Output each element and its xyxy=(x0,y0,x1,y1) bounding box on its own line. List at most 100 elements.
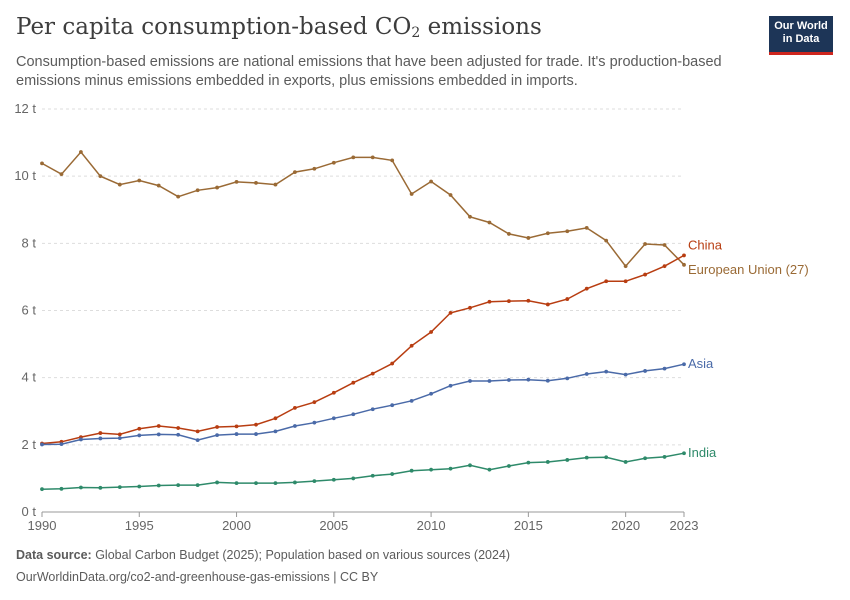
data-point-asia xyxy=(526,377,531,382)
data-point-india xyxy=(545,460,550,464)
data-point-asia xyxy=(273,429,278,434)
data-point-india xyxy=(117,485,122,490)
data-point-india xyxy=(448,466,453,471)
data-point-european-union-27 xyxy=(390,158,395,163)
data-point-asia xyxy=(98,436,103,441)
data-point-india xyxy=(526,460,531,465)
data-point-asia xyxy=(137,433,142,438)
data-point-european-union-27 xyxy=(195,188,200,193)
data-point-india xyxy=(507,464,511,468)
data-point-european-union-27 xyxy=(98,174,103,179)
data-point-india xyxy=(215,480,219,485)
data-point-asia xyxy=(584,372,589,376)
data-point-european-union-27 xyxy=(448,193,453,197)
x-tick-label: 2005 xyxy=(319,518,348,533)
data-point-asia xyxy=(429,391,433,396)
data-point-china xyxy=(526,298,531,303)
data-point-asia xyxy=(254,432,258,436)
data-point-european-union-27 xyxy=(565,229,570,234)
data-point-india xyxy=(604,455,609,460)
source-url[interactable]: OurWorldinData.org/co2-and-greenhouse-ga… xyxy=(16,570,379,584)
data-point-european-union-27 xyxy=(59,172,64,177)
data-point-india xyxy=(176,483,181,488)
data-point-asia xyxy=(448,383,453,388)
title-text: Per capita consumption-based CO xyxy=(16,14,412,40)
owid-logo[interactable]: Our World in Data xyxy=(769,16,833,55)
data-point-china xyxy=(643,272,647,277)
data-point-european-union-27 xyxy=(254,180,258,185)
x-tick-label: 2000 xyxy=(222,518,251,533)
data-point-china xyxy=(623,279,628,284)
data-point-european-union-27 xyxy=(40,161,44,166)
data-point-india xyxy=(234,481,239,486)
data-point-china xyxy=(331,390,336,395)
data-point-european-union-27 xyxy=(526,236,531,240)
chart-title: Per capita consumption-based CO2 emissio… xyxy=(16,14,542,41)
data-point-india xyxy=(409,468,414,473)
data-point-china xyxy=(584,286,589,291)
data-point-china xyxy=(312,400,317,405)
data-point-india xyxy=(331,477,336,482)
data-point-china xyxy=(98,431,103,435)
data-point-asia xyxy=(565,376,570,381)
series-label-european-union-27: European Union (27) xyxy=(688,262,809,277)
data-point-asia xyxy=(468,379,472,383)
data-point-european-union-27 xyxy=(156,183,161,188)
data-point-european-union-27 xyxy=(331,160,336,165)
data-point-asia xyxy=(487,379,492,383)
data-point-india xyxy=(623,460,628,464)
data-point-india xyxy=(273,481,278,486)
data-point-china xyxy=(137,426,142,431)
data-point-european-union-27 xyxy=(312,166,317,171)
data-point-india xyxy=(156,483,161,488)
data-point-european-union-27 xyxy=(293,170,297,175)
data-point-asia xyxy=(59,442,64,447)
data-point-european-union-27 xyxy=(682,262,686,267)
data-point-european-union-27 xyxy=(662,243,667,247)
source-label: Data source: xyxy=(16,548,92,562)
data-point-china xyxy=(273,416,278,421)
data-point-asia xyxy=(234,432,239,436)
data-point-india xyxy=(195,483,200,488)
data-point-china xyxy=(351,380,356,385)
data-point-china xyxy=(117,432,122,437)
series-label-china: China xyxy=(688,237,723,252)
title-suffix: emissions xyxy=(420,14,542,40)
data-point-european-union-27 xyxy=(234,179,239,184)
series-label-india: India xyxy=(688,445,717,460)
data-point-india xyxy=(137,484,142,489)
series-line-european-union-27 xyxy=(41,150,685,268)
y-tick-label: 10 t xyxy=(14,168,36,183)
data-point-india xyxy=(682,451,686,456)
data-point-european-union-27 xyxy=(215,185,219,190)
logo-line-1: Our World xyxy=(774,20,828,32)
data-point-china xyxy=(448,310,453,315)
data-point-india xyxy=(487,467,492,472)
data-point-european-union-27 xyxy=(604,238,609,243)
data-point-china xyxy=(293,405,297,410)
data-point-india xyxy=(293,480,297,485)
data-point-india xyxy=(584,455,589,460)
data-point-european-union-27 xyxy=(273,182,278,187)
y-tick-label: 4 t xyxy=(22,370,37,385)
data-point-india xyxy=(429,467,433,472)
data-point-asia xyxy=(623,372,628,377)
data-point-asia xyxy=(507,378,511,382)
x-tick-label: 1990 xyxy=(28,518,57,533)
data-point-china xyxy=(156,424,161,428)
data-point-china xyxy=(234,424,239,429)
data-point-european-union-27 xyxy=(545,231,550,236)
data-point-european-union-27 xyxy=(429,179,433,184)
data-point-china xyxy=(507,299,511,303)
data-point-european-union-27 xyxy=(584,225,589,230)
data-point-asia xyxy=(604,369,609,374)
data-point-china xyxy=(468,305,472,310)
data-point-asia xyxy=(40,442,44,447)
chart-subtitle: Consumption-based emissions are national… xyxy=(16,54,722,89)
data-point-asia xyxy=(79,437,83,442)
data-point-china xyxy=(215,425,219,429)
data-point-european-union-27 xyxy=(117,182,122,187)
data-point-asia xyxy=(390,403,395,408)
data-point-china xyxy=(429,330,433,334)
